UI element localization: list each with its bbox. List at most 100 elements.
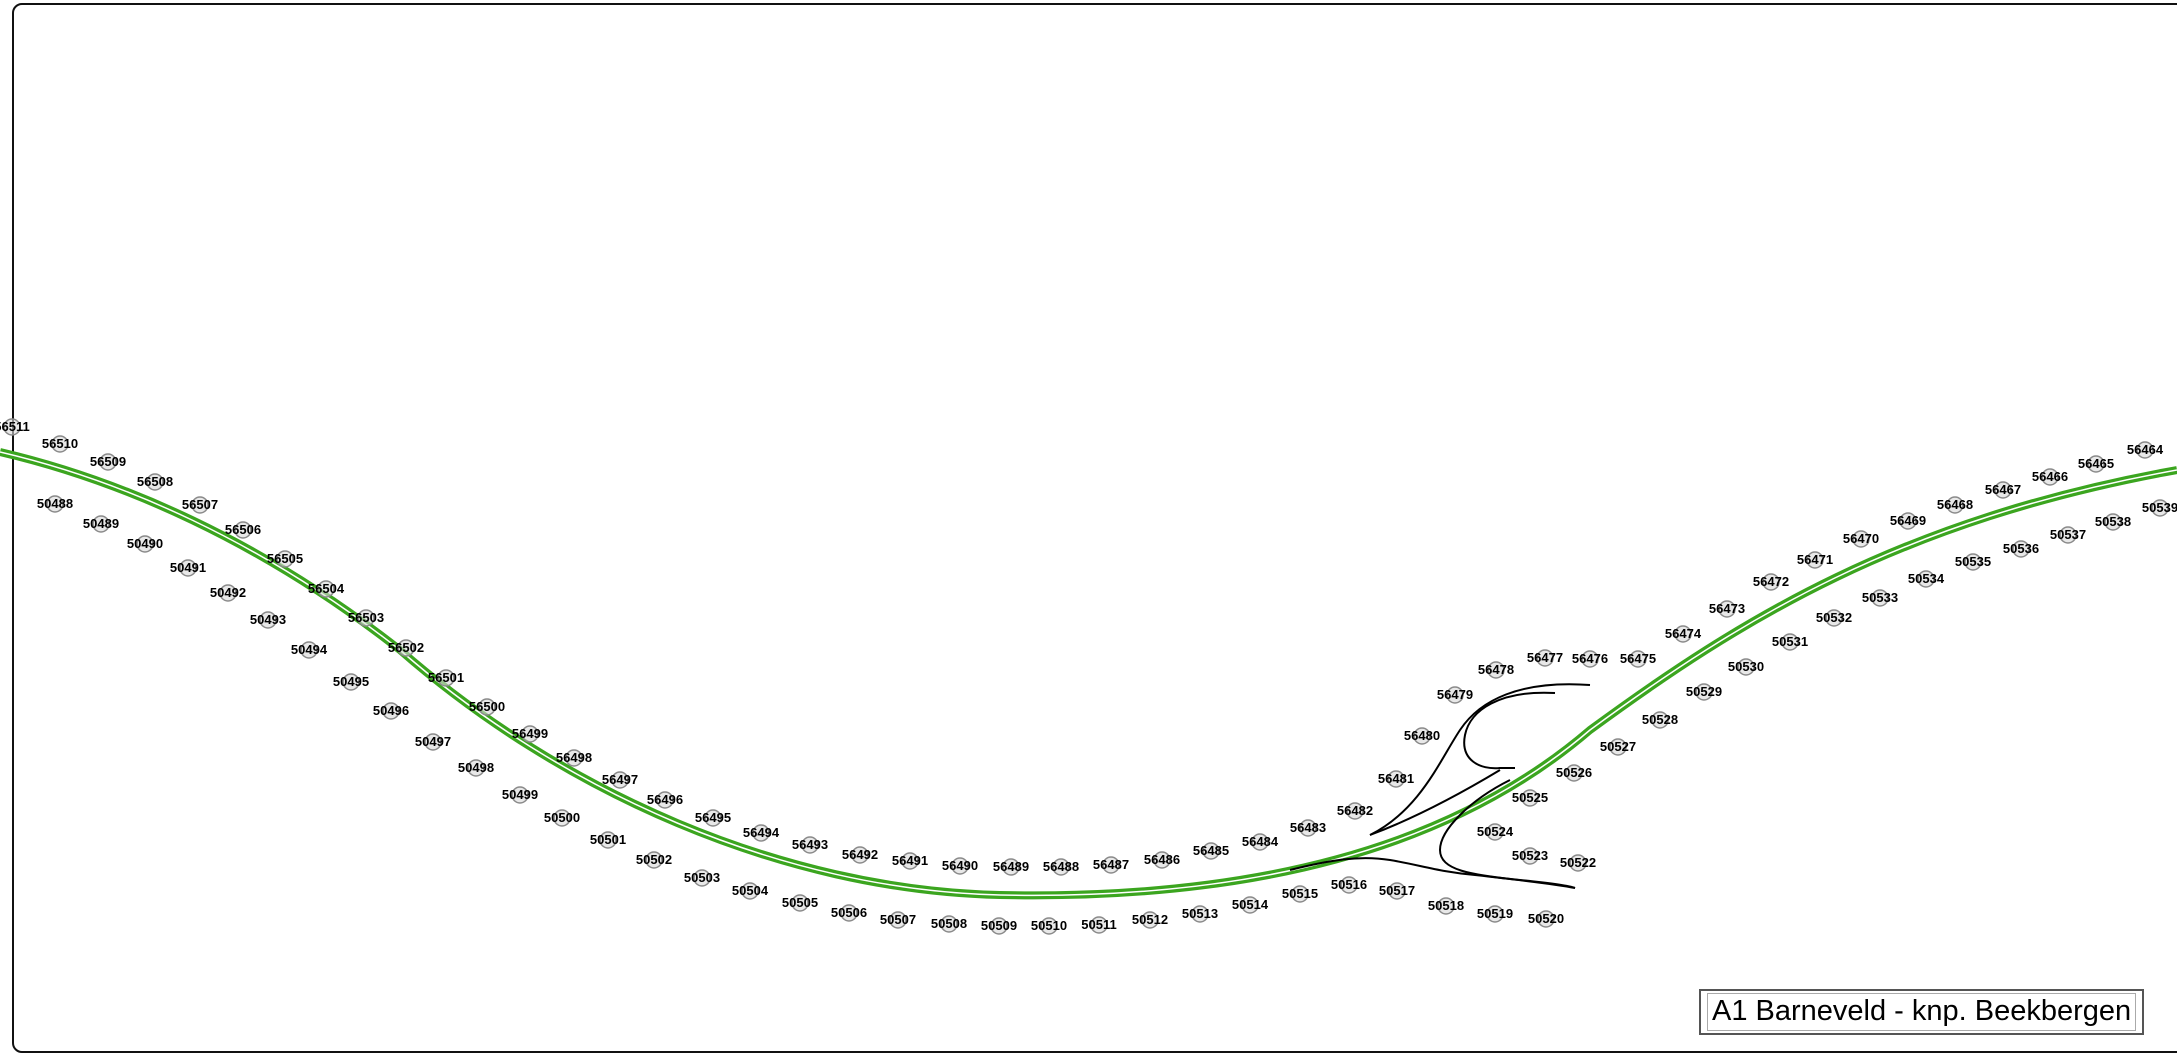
sensor-marker-56468[interactable]: 56468 <box>1937 497 1973 513</box>
sensor-marker-56473[interactable]: 56473 <box>1709 601 1745 617</box>
sensor-marker-56500[interactable]: 56500 <box>469 699 505 715</box>
sensor-marker-50491[interactable]: 50491 <box>170 560 206 576</box>
sensor-marker-50500[interactable]: 50500 <box>544 810 580 826</box>
sensor-marker-56510[interactable]: 56510 <box>42 436 78 452</box>
sensor-marker-50511[interactable]: 50511 <box>1081 917 1116 933</box>
sensor-marker-50512[interactable]: 50512 <box>1132 912 1168 928</box>
sensor-marker-56471[interactable]: 56471 <box>1797 552 1833 568</box>
sensor-marker-50501[interactable]: 50501 <box>590 832 626 848</box>
sensor-marker-50499[interactable]: 50499 <box>502 787 538 803</box>
sensor-marker-50527[interactable]: 50527 <box>1600 739 1636 755</box>
sensor-marker-50528[interactable]: 50528 <box>1642 712 1678 728</box>
sensor-marker-56469[interactable]: 56469 <box>1890 513 1926 529</box>
sensor-marker-56511[interactable]: 56511 <box>0 419 30 435</box>
sensor-marker-50508[interactable]: 50508 <box>931 916 967 932</box>
sensor-marker-50536[interactable]: 50536 <box>2003 541 2039 557</box>
sensor-marker-56470[interactable]: 56470 <box>1843 531 1879 547</box>
sensor-marker-50504[interactable]: 50504 <box>732 883 769 899</box>
sensor-marker-50520[interactable]: 50520 <box>1528 911 1564 927</box>
sensor-marker-56479[interactable]: 56479 <box>1437 687 1473 703</box>
sensor-marker-50533[interactable]: 50533 <box>1862 590 1898 606</box>
sensor-marker-56495[interactable]: 56495 <box>695 810 731 826</box>
sensor-marker-50526[interactable]: 50526 <box>1556 765 1592 781</box>
sensor-marker-50535[interactable]: 50535 <box>1955 554 1991 570</box>
sensor-marker-56480[interactable]: 56480 <box>1404 728 1440 744</box>
sensor-marker-56502[interactable]: 56502 <box>388 640 424 656</box>
sensor-marker-50537[interactable]: 50537 <box>2050 527 2086 543</box>
sensor-marker-50489[interactable]: 50489 <box>83 516 119 532</box>
sensor-marker-50493[interactable]: 50493 <box>250 612 286 628</box>
sensor-marker-56486[interactable]: 56486 <box>1144 852 1180 868</box>
sensor-marker-56508[interactable]: 56508 <box>137 474 173 490</box>
sensor-marker-56505[interactable]: 56505 <box>267 551 303 567</box>
sensor-marker-50539[interactable]: 50539 <box>2142 500 2177 516</box>
sensor-marker-50519[interactable]: 50519 <box>1477 906 1513 922</box>
sensor-marker-50523[interactable]: 50523 <box>1512 848 1548 864</box>
sensor-marker-50494[interactable]: 50494 <box>291 642 328 658</box>
sensor-marker-56492[interactable]: 56492 <box>842 847 878 863</box>
sensor-marker-56503[interactable]: 56503 <box>348 610 384 626</box>
sensor-marker-56496[interactable]: 56496 <box>647 792 683 808</box>
sensor-marker-56504[interactable]: 56504 <box>308 581 345 597</box>
sensor-marker-56482[interactable]: 56482 <box>1337 803 1373 819</box>
sensor-marker-50507[interactable]: 50507 <box>880 912 916 928</box>
sensor-marker-50516[interactable]: 50516 <box>1331 877 1367 893</box>
sensor-marker-56490[interactable]: 56490 <box>942 858 978 874</box>
sensor-marker-50497[interactable]: 50497 <box>415 734 451 750</box>
sensor-marker-56494[interactable]: 56494 <box>743 825 780 841</box>
sensor-marker-50496[interactable]: 50496 <box>373 703 409 719</box>
sensor-marker-50522[interactable]: 50522 <box>1560 855 1596 871</box>
sensor-marker-56481[interactable]: 56481 <box>1378 771 1414 787</box>
sensor-marker-56483[interactable]: 56483 <box>1290 820 1326 836</box>
sensor-marker-56497[interactable]: 56497 <box>602 772 638 788</box>
sensor-marker-56487[interactable]: 56487 <box>1093 857 1129 873</box>
sensor-marker-56509[interactable]: 56509 <box>90 454 126 470</box>
sensor-marker-50525[interactable]: 50525 <box>1512 790 1548 806</box>
sensor-marker-56506[interactable]: 56506 <box>225 522 261 538</box>
sensor-marker-50505[interactable]: 50505 <box>782 895 818 911</box>
sensor-marker-50488[interactable]: 50488 <box>37 496 73 512</box>
sensor-marker-56466[interactable]: 56466 <box>2032 469 2068 485</box>
sensor-marker-50495[interactable]: 50495 <box>333 674 369 690</box>
sensor-marker-50492[interactable]: 50492 <box>210 585 246 601</box>
sensor-marker-50515[interactable]: 50515 <box>1282 886 1318 902</box>
sensor-marker-50524[interactable]: 50524 <box>1477 824 1514 840</box>
sensor-marker-56501[interactable]: 56501 <box>428 670 464 686</box>
sensor-marker-56484[interactable]: 56484 <box>1242 834 1279 850</box>
sensor-marker-50506[interactable]: 50506 <box>831 905 867 921</box>
sensor-marker-56488[interactable]: 56488 <box>1043 859 1079 875</box>
sensor-marker-56507[interactable]: 56507 <box>182 497 218 513</box>
sensor-marker-56498[interactable]: 56498 <box>556 750 592 766</box>
sensor-marker-56491[interactable]: 56491 <box>892 853 928 869</box>
sensor-marker-56489[interactable]: 56489 <box>993 859 1029 875</box>
sensor-marker-50514[interactable]: 50514 <box>1232 897 1269 913</box>
sensor-marker-50509[interactable]: 50509 <box>981 918 1017 934</box>
sensor-marker-50517[interactable]: 50517 <box>1379 883 1415 899</box>
sensor-marker-56475[interactable]: 56475 <box>1620 651 1656 667</box>
sensor-marker-50532[interactable]: 50532 <box>1816 610 1852 626</box>
sensor-marker-56472[interactable]: 56472 <box>1753 574 1789 590</box>
sensor-marker-56474[interactable]: 56474 <box>1665 626 1702 642</box>
sensor-marker-56464[interactable]: 56464 <box>2127 442 2164 458</box>
sensor-marker-50529[interactable]: 50529 <box>1686 684 1722 700</box>
sensor-marker-50490[interactable]: 50490 <box>127 536 163 552</box>
sensor-marker-50534[interactable]: 50534 <box>1908 571 1945 587</box>
sensor-marker-56499[interactable]: 56499 <box>512 726 548 742</box>
sensor-marker-50503[interactable]: 50503 <box>684 870 720 886</box>
sensor-marker-56476[interactable]: 56476 <box>1572 651 1608 667</box>
sensor-marker-56493[interactable]: 56493 <box>792 837 828 853</box>
sensor-marker-50513[interactable]: 50513 <box>1182 906 1218 922</box>
sensor-marker-56477[interactable]: 56477 <box>1527 650 1563 666</box>
sensor-marker-56485[interactable]: 56485 <box>1193 843 1229 859</box>
sensor-marker-50510[interactable]: 50510 <box>1031 918 1067 934</box>
sensor-marker-50518[interactable]: 50518 <box>1428 898 1464 914</box>
sensor-marker-50531[interactable]: 50531 <box>1772 634 1808 650</box>
sensor-marker-50530[interactable]: 50530 <box>1728 659 1764 675</box>
sensor-marker-56478[interactable]: 56478 <box>1478 662 1514 678</box>
sensor-marker-56467[interactable]: 56467 <box>1985 482 2021 498</box>
sensor-marker-50502[interactable]: 50502 <box>636 852 672 868</box>
sensor-marker-50538[interactable]: 50538 <box>2095 514 2131 530</box>
sensor-marker-56465[interactable]: 56465 <box>2078 456 2114 472</box>
sensor-marker-50498[interactable]: 50498 <box>458 760 494 776</box>
